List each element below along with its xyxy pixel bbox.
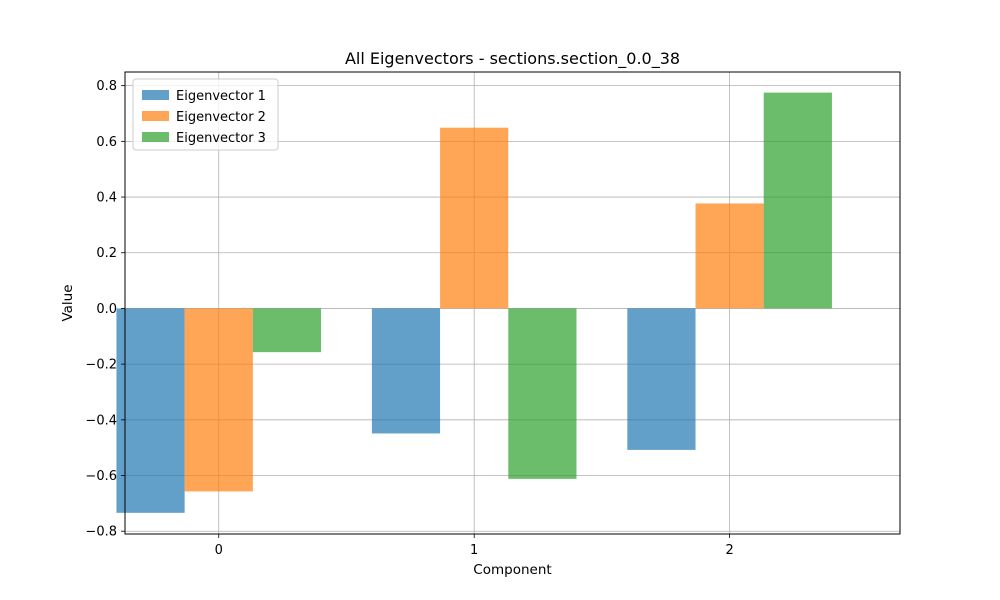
y-tick-label: 0.0 (96, 302, 117, 317)
bar-eigenvector-3-component-2 (763, 92, 832, 309)
chart-title: All Eigenvectors - sections.section_0.0_… (345, 49, 680, 69)
x-tick-label: 2 (725, 543, 733, 558)
legend-label: Eigenvector 1 (176, 89, 266, 104)
y-tick-label: −0.6 (85, 469, 117, 484)
ticks: −0.8 −0.6 −0.4 −0.2 0.0 0.2 0.4 0.6 0.8 0 1 2 (85, 79, 733, 558)
y-tick-label: −0.8 (85, 525, 117, 540)
bar-eigenvector-2-component-2 (695, 203, 764, 309)
bar-eigenvector-3-component-0 (252, 308, 322, 353)
bar-eigenvector-2-component-0 (184, 308, 253, 492)
bar-eigenvector-1-component-1 (371, 308, 441, 434)
y-tick-label: −0.2 (85, 358, 117, 373)
x-axis-label: Component (473, 562, 551, 578)
x-tick-label: 0 (215, 543, 223, 558)
bar-eigenvector-1-component-2 (627, 308, 696, 450)
legend-box (132, 78, 279, 151)
bars (116, 92, 832, 513)
legend-swatch (142, 111, 169, 121)
bar-eigenvector-1-component-0 (116, 308, 185, 513)
x-tick-label: 1 (470, 543, 478, 558)
y-axis-label: Value (60, 284, 76, 321)
bar-eigenvector-2-component-1 (440, 127, 509, 309)
legend-swatch (142, 90, 169, 100)
bar-eigenvector-3-component-1 (508, 308, 577, 479)
legend: Eigenvector 1 Eigenvector 2 Eigenvector 3 (132, 78, 279, 151)
y-tick-label: 0.8 (96, 79, 117, 94)
y-tick-label: 0.2 (96, 246, 117, 261)
y-tick-label: 0.6 (96, 135, 117, 150)
legend-label: Eigenvector 2 (176, 110, 266, 125)
plot-frame (124, 71, 901, 535)
y-tick-label: −0.4 (85, 413, 117, 428)
legend-label: Eigenvector 3 (176, 131, 266, 146)
legend-swatch (142, 132, 169, 142)
y-tick-label: 0.4 (96, 191, 117, 206)
